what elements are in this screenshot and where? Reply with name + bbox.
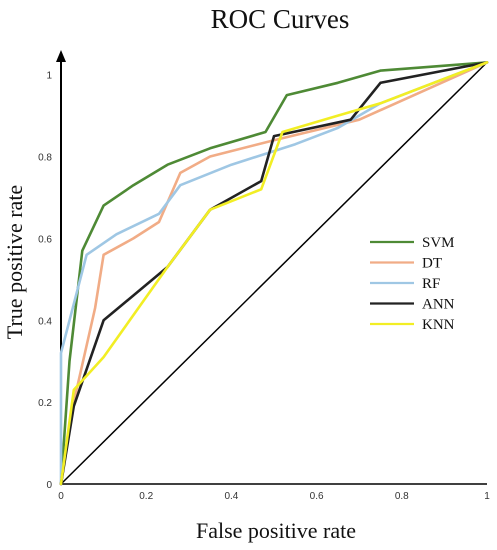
legend-label-rf: RF — [422, 276, 440, 292]
y-tick-label: 0.2 — [38, 398, 52, 409]
x-tick-label: 0.2 — [139, 491, 153, 502]
x-tick-label: 0.4 — [224, 491, 238, 502]
legend-label-ann: ANN — [422, 297, 455, 313]
y-tick-label: 1 — [46, 71, 52, 82]
x-tick-label: 0.8 — [395, 491, 409, 502]
chart-title: ROC Curves — [211, 4, 350, 34]
series-line-ann — [59, 61, 489, 486]
x-axis-label: False positive rate — [196, 518, 356, 543]
series-layer — [59, 61, 489, 486]
plot-area: 0 0.2 0.4 0.6 0.8 1 0 0.2 0.4 0.6 0.8 1 — [38, 50, 490, 502]
x-tick-label: 0.6 — [310, 491, 324, 502]
y-tick-label: 0.8 — [38, 153, 52, 164]
x-tick-label: 1 — [484, 491, 490, 502]
series-line-knn — [59, 61, 489, 486]
legend-label-dt: DT — [422, 256, 442, 272]
y-axis-arrow — [56, 50, 66, 62]
diagonal-layer — [60, 61, 488, 485]
series-line-svm — [59, 61, 489, 486]
legend: SVM DT RF ANN KNN — [370, 235, 455, 333]
y-tick-label: 0 — [46, 480, 52, 491]
y-axis-label: True positive rate — [2, 185, 27, 339]
x-tick-label: 0 — [58, 491, 64, 502]
legend-label-svm: SVM — [422, 235, 455, 251]
legend-label-knn: KNN — [422, 317, 455, 333]
diagonal-reference-line — [60, 61, 488, 485]
ticks-layer: 0 0.2 0.4 0.6 0.8 1 0 0.2 0.4 0.6 0.8 1 — [38, 71, 490, 502]
y-tick-label: 0.4 — [38, 316, 52, 327]
series-line-dt — [59, 61, 489, 486]
y-tick-label: 0.6 — [38, 234, 52, 245]
